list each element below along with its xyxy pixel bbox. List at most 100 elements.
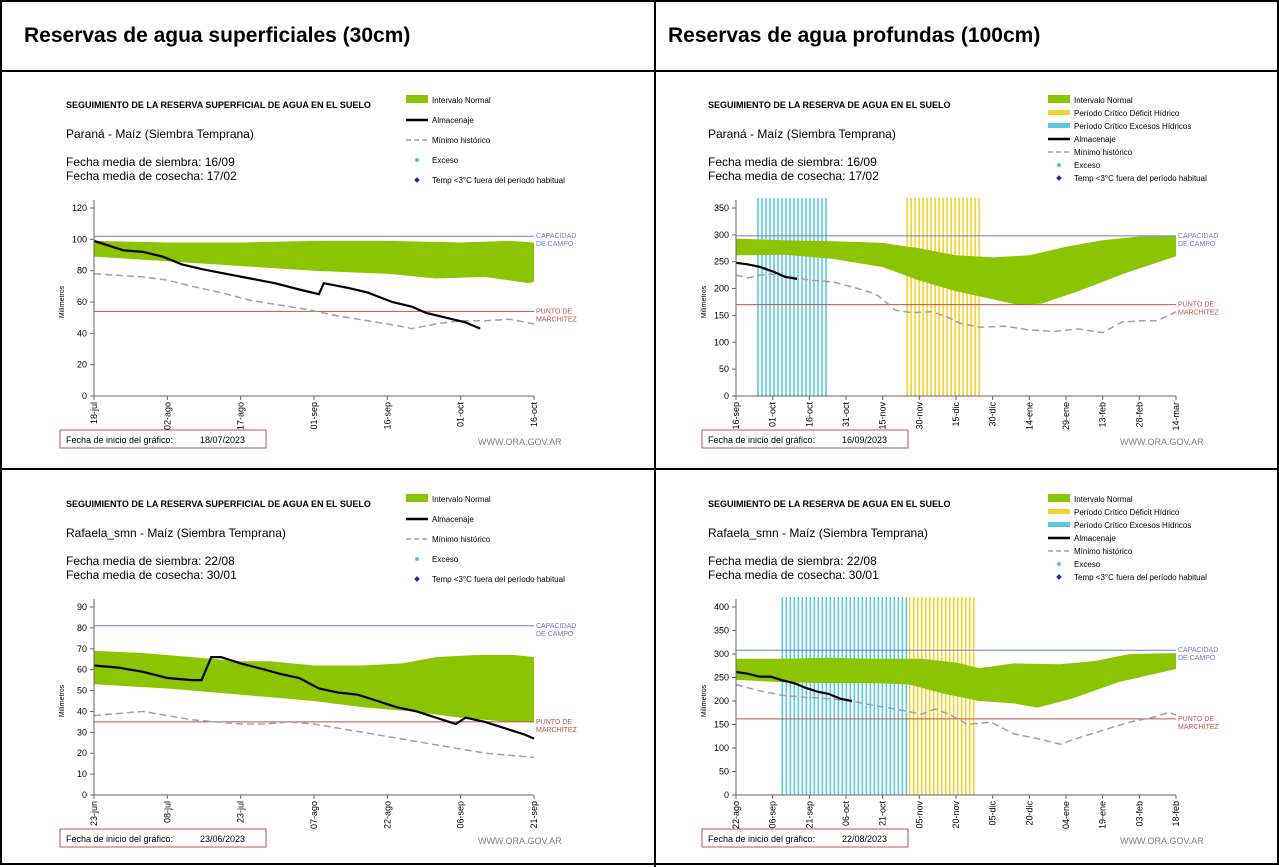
x-tick-label: 20-dic [1024,801,1034,826]
y-axis-label: Milímetros [701,684,708,717]
x-tick-label: 08-jul [162,801,172,823]
y-tick-label: 250 [714,257,729,267]
y-tick-label: 300 [714,649,729,659]
x-tick-label: 23-jul [236,801,246,823]
grid-vertical-divider [654,2,656,867]
fecha-inicio-label: Fecha de inicio del gráfico: [708,435,815,445]
source-label: WWW.ORA.GOV.AR [478,836,562,846]
legend-temp-dot [1056,574,1062,580]
marchitez-label: PUNTO DE [536,308,572,315]
legend-deficit-swatch [1048,110,1070,115]
chart-title: SEGUIMIENTO DE LA RESERVA SUPERFICIAL DE… [66,499,371,509]
x-tick-label: 01-sep [309,402,319,430]
y-tick-label: 100 [72,234,87,244]
chart-parana-superficial: SEGUIMIENTO DE LA RESERVA SUPERFICIAL DE… [59,95,578,449]
y-tick-label: 20 [77,748,87,758]
x-tick-label: 06-oct [841,801,851,827]
x-tick-label: 19-ene [1098,801,1108,829]
location-label: Paraná - Maíz (Siembra Temprana) [708,127,896,141]
marchitez-label: MARCHITEZ [1178,724,1220,731]
chart-rafaela-superficial: SEGUIMIENTO DE LA RESERVA SUPERFICIAL DE… [59,494,578,848]
y-tick-label: 350 [714,626,729,636]
x-tick-label: 22-ago [731,801,741,829]
capacidad-label: DE CAMPO [536,241,574,248]
header-profundas: Reservas de agua profundas (100cm) [668,24,1041,47]
y-axis-label: Milímetros [59,684,66,717]
series-minimo-historico [93,710,535,759]
x-tick-label: 05-dic [988,801,998,826]
y-tick-label: 80 [77,623,87,633]
fecha-inicio-label: Fecha de inicio del gráfico: [708,834,815,844]
series-minimo-historico [93,273,535,330]
grid-divider-middle [2,468,1279,470]
normal-band [736,235,1176,305]
legend-temp-dot [414,576,420,582]
source-label: WWW.ORA.GOV.AR [1120,836,1204,846]
location-label: Rafaela_smn - Maíz (Siembra Temprana) [708,526,928,540]
marchitez-label: MARCHITEZ [1178,310,1220,317]
y-tick-label: 150 [714,310,729,320]
legend-band-swatch [1048,95,1070,103]
x-tick-label: 23-jun [89,801,99,826]
x-tick-label: 16-oct [804,402,814,428]
y-tick-label: 80 [77,266,87,276]
x-tick-label: 14-mar [1171,402,1181,431]
fecha-inicio-label: Fecha de inicio del gráfico: [66,834,173,844]
siembra-label: Fecha media de siembra: 22/08 [708,554,877,568]
y-tick-label: 300 [714,230,729,240]
x-tick-label: 16-sep [382,402,392,430]
legend-exceso-dot [415,557,419,561]
legend-band-swatch [1048,494,1070,502]
y-tick-label: 10 [77,769,87,779]
fecha-inicio-box [701,429,909,449]
y-tick-label: 50 [719,767,729,777]
y-tick-label: 0 [724,790,729,800]
x-tick-label: 31-oct [841,402,851,428]
x-tick-label: 06-sep [456,801,466,829]
x-tick-label: 05-nov [914,801,924,829]
legend-label: Mínimo histórico [432,535,491,544]
legend-label: Intervalo Normal [432,495,491,504]
y-axis-label: Milímetros [59,285,66,318]
y-tick-label: 100 [714,337,729,347]
series-almacenaje [735,670,853,703]
x-tick-label: 21-sep [529,801,539,829]
legend-label: Temp <3°C fuera del período habitual [432,176,565,185]
y-tick-label: 50 [77,686,87,696]
x-tick-label: 15-nov [878,402,888,430]
legend-excesos-swatch [1048,522,1070,527]
y-tick-label: 200 [714,284,729,294]
legend-label: Exceso [1074,161,1101,170]
series-almacenaje [93,239,481,330]
x-tick-label: 30-nov [914,402,924,430]
y-tick-label: 150 [714,720,729,730]
y-tick-label: 0 [82,790,87,800]
y-tick-label: 30 [77,727,87,737]
y-tick-label: 100 [714,743,729,753]
x-tick-label: 15-dic [951,402,961,427]
legend-label: Exceso [1074,560,1101,569]
y-tick-label: 120 [72,203,87,213]
legend-label: Período Crítico Déficit Hídrico [1074,109,1180,118]
fecha-inicio-value: 16/09/2023 [842,435,887,445]
x-tick-label: 01-oct [456,402,466,428]
legend-label: Exceso [432,156,459,165]
x-tick-label: 14-ene [1024,402,1034,430]
capacidad-label: DE CAMPO [1178,241,1216,248]
legend-label: Exceso [432,555,459,564]
x-tick-label: 18-feb [1171,801,1181,827]
capacidad-label: CAPACIDAD [1178,233,1218,240]
x-tick-label: 28-feb [1134,402,1144,428]
x-tick-label: 03-feb [1134,801,1144,827]
cosecha-label: Fecha media de cosecha: 17/02 [708,169,879,183]
fecha-inicio-value: 23/06/2023 [200,834,245,844]
location-label: Rafaela_smn - Maíz (Siembra Temprana) [66,526,286,540]
legend-label: Período Crítico Excesos Hídricos [1074,122,1191,131]
legend-temp-dot [1056,175,1062,181]
legend-label: Mínimo histórico [432,136,491,145]
legend-label: Intervalo Normal [1074,96,1133,105]
source-label: WWW.ORA.GOV.AR [1120,437,1204,447]
marchitez-label: MARCHITEZ [536,727,578,734]
series-almacenaje [93,656,535,740]
